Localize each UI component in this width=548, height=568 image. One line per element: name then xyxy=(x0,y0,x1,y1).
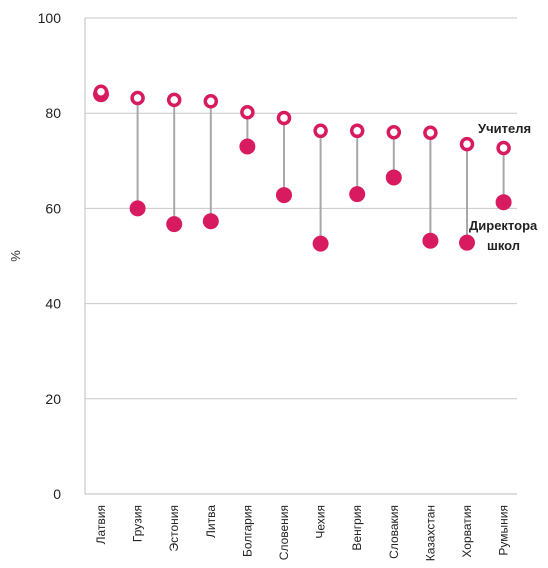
x-tick-label-2: Грузия xyxy=(131,505,145,542)
principals-point-9 xyxy=(385,169,402,186)
principals-point-11 xyxy=(459,234,475,251)
teachers-point-1 xyxy=(93,84,109,100)
principals-point-2 xyxy=(129,200,146,217)
grid-layer xyxy=(84,17,517,495)
principals-point-3 xyxy=(166,216,183,233)
principals-annotation-line2: школ xyxy=(487,238,520,253)
principals-point-5 xyxy=(239,138,256,155)
x-tick-label-5: Болгария xyxy=(240,505,254,557)
x-tick-label-7: Чехия xyxy=(314,505,328,539)
teachers-point-11 xyxy=(459,136,475,152)
y-tick-label-60: 60 xyxy=(45,200,61,216)
teachers-point-4 xyxy=(203,94,219,109)
y-tick-label-80: 80 xyxy=(45,105,61,121)
x-tick-label-12: Румыния xyxy=(497,505,511,556)
x-tick-label-8: Венгрия xyxy=(350,505,364,551)
teachers-point-7 xyxy=(313,123,328,139)
stem-layer xyxy=(100,91,505,244)
teachers-point-2 xyxy=(130,90,145,106)
y-axis-label: % xyxy=(8,250,23,262)
y-tick-label-0: 0 xyxy=(53,486,61,502)
x-tick-label-4: Литва xyxy=(204,505,218,538)
principals-point-7 xyxy=(312,235,329,252)
principals-point-4 xyxy=(202,213,219,230)
x-tick-label-1: Латвия xyxy=(94,505,108,544)
teachers-point-12 xyxy=(496,140,511,156)
y-tick-label-100: 100 xyxy=(38,10,62,26)
teachers-point-5 xyxy=(240,104,255,120)
teachers-point-10 xyxy=(423,125,438,140)
x-tick-label-11: Хорватия xyxy=(460,505,474,558)
x-tick-label-3: Эстония xyxy=(167,505,181,552)
teachers-point-3 xyxy=(166,92,182,108)
y-tick-label-20: 20 xyxy=(45,391,61,407)
principals-annotation-line1: Директора xyxy=(469,218,538,233)
label-layer: 0 20 40 60 80 100 Латвия Грузия Эстония Литва Болг… xyxy=(38,10,511,561)
teachers-point-6 xyxy=(276,110,292,126)
principals-point-6 xyxy=(276,187,292,204)
x-tick-label-9: Словакия xyxy=(387,505,401,559)
principals-point-8 xyxy=(349,186,366,203)
y-tick-label-40: 40 xyxy=(45,296,61,312)
teachers-annotation: Учителя xyxy=(478,121,531,136)
marker-layer xyxy=(93,84,512,252)
x-tick-label-6: Словения xyxy=(277,505,291,560)
principals-point-12 xyxy=(495,194,512,211)
principals-point-10 xyxy=(422,232,439,249)
x-tick-label-10: Казахстан xyxy=(423,505,437,561)
teachers-point-9 xyxy=(386,124,402,140)
teachers-point-8 xyxy=(349,123,365,139)
